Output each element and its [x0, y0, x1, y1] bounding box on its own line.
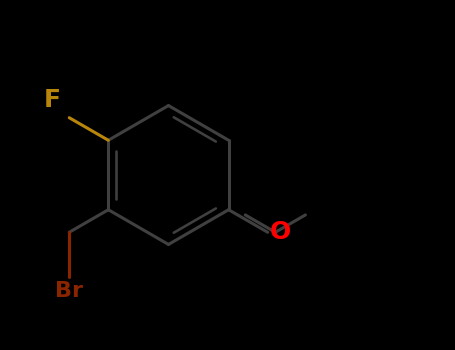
Text: O: O [269, 220, 291, 244]
Text: F: F [44, 89, 61, 112]
Text: Br: Br [55, 281, 83, 301]
